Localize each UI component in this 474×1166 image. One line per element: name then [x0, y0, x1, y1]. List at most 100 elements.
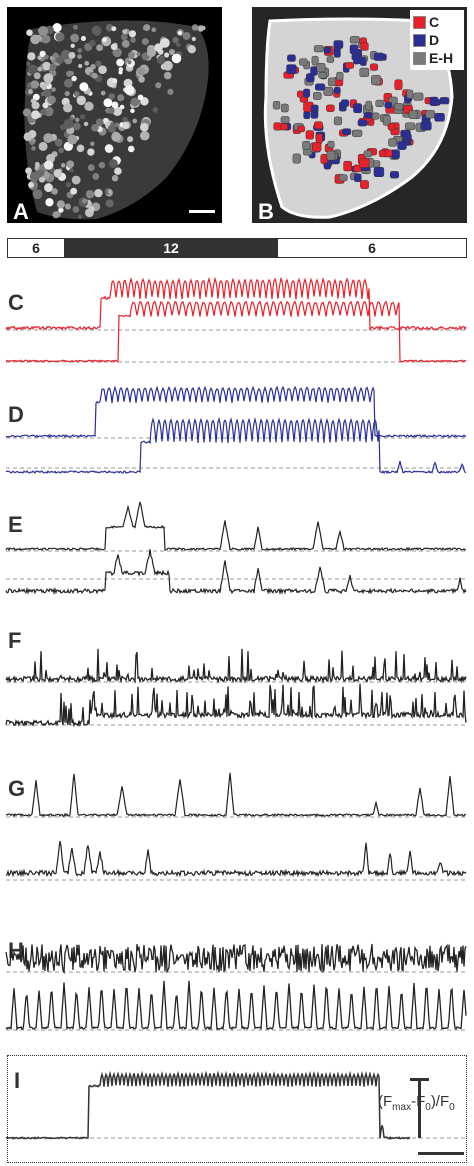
trace-g1	[5, 772, 467, 818]
cell	[56, 200, 65, 209]
cell	[92, 173, 100, 180]
cell	[43, 88, 52, 98]
cell	[98, 161, 106, 169]
cell	[26, 29, 33, 36]
cell	[191, 36, 196, 42]
cell	[52, 211, 60, 219]
cell	[151, 27, 157, 33]
cell	[138, 76, 145, 83]
mapped-cell	[423, 121, 432, 131]
cell	[37, 55, 42, 60]
cell	[114, 122, 120, 128]
cell	[41, 34, 51, 44]
cell	[98, 65, 107, 75]
cell	[130, 37, 136, 43]
cell	[84, 60, 90, 66]
cell	[87, 148, 95, 156]
cell	[53, 169, 63, 178]
cell	[72, 206, 80, 213]
stimulus-segment-1: 6	[8, 239, 64, 257]
legend-swatch-d	[413, 33, 426, 47]
mapped-cell	[323, 86, 334, 96]
panel-label-g: G	[8, 776, 26, 801]
cell	[90, 64, 96, 70]
cell	[89, 39, 96, 47]
cell	[122, 116, 128, 123]
cell	[177, 30, 183, 36]
cell	[85, 190, 95, 199]
cell	[81, 198, 88, 204]
cell	[76, 95, 86, 106]
cell	[109, 159, 118, 168]
mapped-cell	[369, 63, 378, 71]
mapped-cell	[287, 54, 296, 62]
cell	[60, 163, 66, 168]
mapped-cell	[405, 122, 416, 131]
scale-bar	[189, 210, 215, 213]
cell	[155, 82, 162, 89]
cell-map	[272, 36, 450, 189]
cell	[147, 44, 156, 54]
cell	[95, 60, 102, 67]
cell	[110, 122, 115, 127]
panel-label-f: F	[8, 628, 22, 653]
cell	[66, 70, 73, 77]
cell	[41, 84, 48, 91]
panel-label-a: A	[13, 199, 29, 223]
mapped-cell	[296, 90, 304, 98]
cell	[197, 25, 205, 32]
mapped-cell	[314, 83, 326, 91]
cell	[34, 161, 40, 167]
cell	[43, 106, 54, 117]
cell	[38, 25, 49, 36]
legend-label-eh: E-H	[429, 50, 454, 66]
cell	[30, 34, 41, 45]
cell	[112, 78, 118, 84]
mapped-cell	[318, 71, 327, 79]
mapped-cell	[373, 166, 385, 177]
cell	[187, 45, 196, 54]
cell	[69, 168, 74, 173]
mapped-cell	[303, 110, 311, 120]
cell	[65, 182, 71, 188]
trace-g2	[5, 840, 467, 878]
cell	[71, 75, 77, 82]
cell	[175, 42, 181, 48]
cell	[28, 182, 35, 188]
mapped-cell	[349, 44, 359, 55]
cell	[33, 72, 41, 80]
cell	[43, 160, 54, 170]
mapped-cell	[326, 150, 336, 161]
cell	[30, 80, 40, 89]
cell	[182, 31, 191, 40]
mapped-cell	[434, 112, 445, 122]
legend-swatch-eh	[413, 51, 426, 65]
mapped-cell	[425, 110, 436, 119]
cell	[31, 146, 36, 151]
mapped-cell	[394, 79, 403, 90]
cell	[73, 122, 81, 131]
cell	[31, 110, 40, 120]
cell	[27, 64, 38, 75]
mapped-cell	[343, 160, 352, 172]
cell	[63, 118, 74, 129]
mapped-cell	[364, 112, 373, 119]
cell	[141, 38, 149, 46]
cell	[63, 103, 73, 113]
mapped-cell	[371, 112, 380, 120]
cell	[52, 52, 59, 59]
cell	[44, 54, 49, 60]
cell	[70, 43, 75, 49]
cell	[112, 106, 123, 117]
cell	[52, 23, 62, 33]
mapped-cell	[391, 149, 400, 159]
cell	[128, 30, 137, 38]
cell	[117, 94, 125, 102]
traces-c	[5, 276, 467, 363]
cell	[103, 98, 113, 108]
mapped-cell	[272, 101, 281, 110]
mapped-cell	[299, 58, 308, 66]
legend-item-c: C	[413, 14, 439, 30]
mapped-cell	[353, 103, 363, 114]
mapped-cell	[326, 104, 335, 112]
